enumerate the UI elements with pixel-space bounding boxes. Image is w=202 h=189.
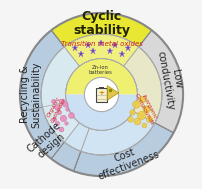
Text: Zn-ion
batteries: Zn-ion batteries bbox=[88, 65, 112, 75]
FancyBboxPatch shape bbox=[96, 88, 106, 102]
Text: Inorganic
Compounds: Inorganic Compounds bbox=[133, 90, 159, 126]
Text: Transition metal oxides: Transition metal oxides bbox=[60, 41, 142, 47]
Text: +: + bbox=[98, 90, 104, 96]
Wedge shape bbox=[41, 47, 79, 142]
Polygon shape bbox=[107, 86, 118, 100]
Wedge shape bbox=[138, 30, 182, 133]
Wedge shape bbox=[65, 59, 137, 94]
Circle shape bbox=[84, 77, 118, 112]
Text: Low
conductivity: Low conductivity bbox=[155, 48, 185, 111]
Text: Cathode
design: Cathode design bbox=[26, 120, 70, 162]
Wedge shape bbox=[22, 107, 80, 171]
Wedge shape bbox=[42, 102, 89, 151]
Text: Cost
effectiveness: Cost effectiveness bbox=[92, 139, 160, 182]
Wedge shape bbox=[123, 47, 161, 123]
Text: Recycling &
Sustainability: Recycling & Sustainability bbox=[20, 61, 41, 128]
Wedge shape bbox=[64, 34, 138, 66]
Wedge shape bbox=[20, 30, 64, 159]
Wedge shape bbox=[80, 111, 154, 155]
Wedge shape bbox=[65, 94, 137, 130]
Wedge shape bbox=[51, 13, 151, 47]
Text: Organic
Cathodes: Organic Cathodes bbox=[45, 94, 67, 123]
Text: Cyclic
stability: Cyclic stability bbox=[73, 10, 129, 37]
Bar bbox=[99, 87, 103, 88]
Wedge shape bbox=[73, 123, 173, 176]
